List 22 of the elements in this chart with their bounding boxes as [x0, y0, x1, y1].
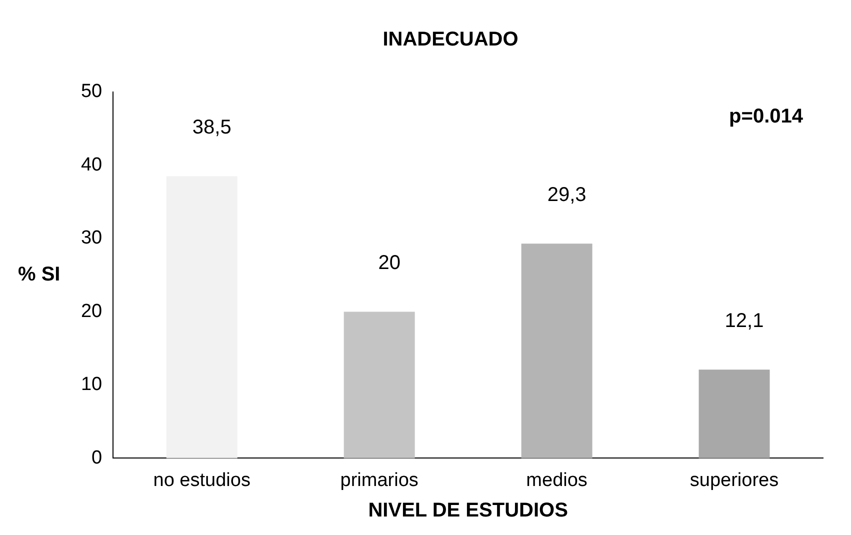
data-label: 20: [378, 252, 400, 274]
y-tick-label: 40: [80, 154, 102, 176]
y-tick-label: 10: [80, 374, 102, 396]
y-tick-label: 20: [80, 300, 102, 322]
y-tick-label: 30: [80, 228, 102, 249]
y-axis-title: % SI: [18, 264, 60, 286]
bar: [698, 370, 770, 458]
data-label: 29,3: [547, 184, 586, 206]
y-tick-label: 0: [92, 447, 102, 468]
bar: [166, 176, 238, 458]
data-label: 38,5: [192, 116, 232, 139]
x-tick-label: medios: [526, 470, 588, 491]
chart-title: INADECUADO: [382, 28, 518, 51]
annotation: p=0.014: [729, 106, 804, 128]
bar: [344, 312, 415, 458]
x-axis-title: NIVEL DE ESTUDIOS: [368, 500, 568, 522]
x-tick-label: primarios: [340, 470, 418, 491]
x-tick-label: superiores: [690, 470, 779, 491]
x-tick-label: no estudios: [153, 470, 250, 491]
y-tick-label: 50: [80, 81, 102, 102]
bar: [521, 244, 592, 458]
data-label: 12,1: [724, 310, 764, 332]
